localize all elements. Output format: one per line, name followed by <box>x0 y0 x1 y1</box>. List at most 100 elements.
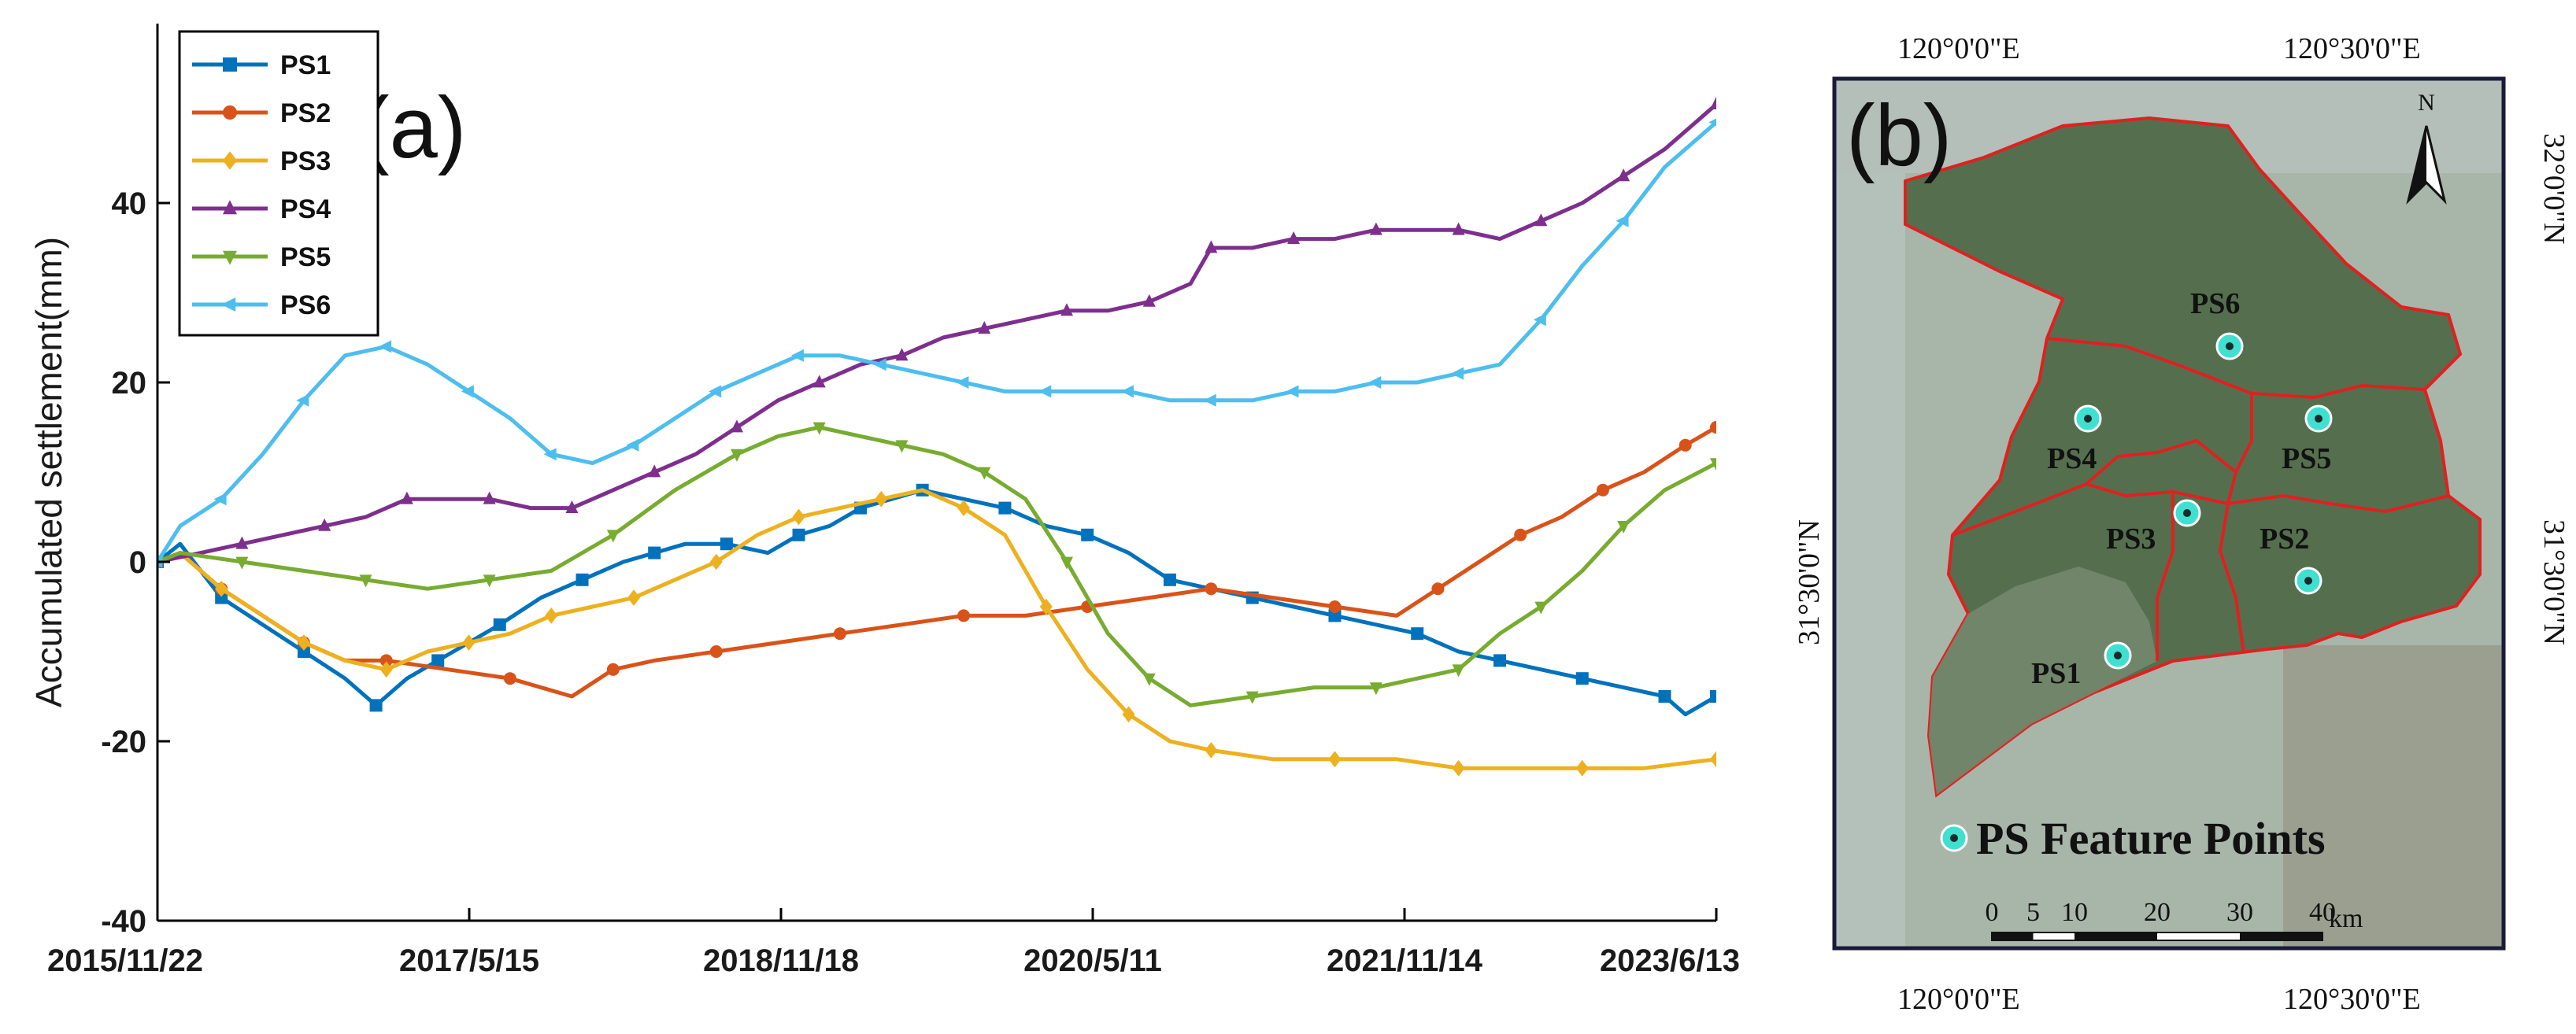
data-point <box>359 574 372 588</box>
data-point <box>957 609 971 622</box>
data-point <box>1710 751 1716 768</box>
data-point <box>709 645 723 658</box>
legend-marker <box>223 151 237 170</box>
series-ps2 <box>157 421 1716 699</box>
legend-item-ps6: PS6 <box>192 290 331 320</box>
data-point <box>493 618 506 631</box>
data-point <box>1287 231 1301 244</box>
data-point <box>1368 376 1382 389</box>
data-point <box>875 490 888 508</box>
data-point <box>1710 97 1716 109</box>
data-point <box>483 491 496 504</box>
data-point <box>1060 303 1073 316</box>
data-point <box>1245 691 1259 704</box>
legend-marker <box>223 105 237 120</box>
north-arrow: N <box>2406 90 2447 205</box>
legend-label: PS2 <box>280 98 331 128</box>
scale-tick-label: 40 <box>2309 898 2336 927</box>
data-point <box>431 654 445 667</box>
point-label: PS4 <box>2047 442 2097 475</box>
map-point-ps4: PS4 <box>2047 404 2102 475</box>
scale-tick-label: 10 <box>2061 898 2088 927</box>
scale-tick-label: 30 <box>2226 898 2253 927</box>
series-line <box>157 488 1716 770</box>
data-point <box>978 467 991 480</box>
data-point <box>1163 573 1176 586</box>
data-point <box>606 530 620 543</box>
data-point <box>1658 690 1671 703</box>
data-point <box>1205 240 1218 253</box>
ps-points: PS6 PS4 PS5 PS3 PS2 PS1 <box>2031 287 2333 690</box>
y-tick-label: 20 <box>112 366 147 401</box>
data-point <box>720 537 733 551</box>
data-point <box>1493 654 1506 667</box>
data-point <box>1533 313 1546 327</box>
data-point <box>895 440 909 453</box>
legend: PS1 PS2 PS3 PS4 PS5 PS6 <box>178 30 379 337</box>
point-label: PS5 <box>2282 442 2331 475</box>
data-point <box>235 536 249 549</box>
map-point-ps6: PS6 <box>2190 287 2244 360</box>
x-tick-label: 2023/6/13 <box>1600 944 1740 978</box>
data-point <box>1575 759 1589 777</box>
scale-tick-label: 20 <box>2144 898 2171 927</box>
data-point <box>1120 385 1134 398</box>
data-point <box>792 508 805 526</box>
coord-top-left: 120°0'0"E <box>1897 32 2020 65</box>
data-point <box>545 607 558 624</box>
data-point <box>627 589 640 606</box>
y-tick-label: -40 <box>101 904 146 939</box>
legend-label: PS4 <box>280 194 331 224</box>
series-ps4 <box>157 97 1716 567</box>
data-point <box>709 553 723 571</box>
data-point <box>1616 214 1629 227</box>
data-point <box>1596 483 1609 497</box>
data-point <box>1710 690 1716 703</box>
data-point <box>1617 521 1630 534</box>
coord-left-mid: 31°30'0"N <box>1793 519 1826 645</box>
data-point <box>978 321 991 334</box>
data-point <box>1534 213 1548 227</box>
series-layer <box>157 97 1716 777</box>
data-point <box>626 438 639 452</box>
data-point <box>730 449 743 462</box>
data-point <box>213 493 227 506</box>
data-point <box>1369 682 1382 696</box>
data-point <box>1678 438 1692 452</box>
legend-item-ps4: PS4 <box>192 194 331 224</box>
y-tick-label: 40 <box>112 186 147 221</box>
y-ticks: -40 -20 0 20 40 <box>101 186 170 939</box>
map-point-ps5: PS5 <box>2282 404 2333 475</box>
map-point-ps1: PS1 <box>2031 641 2132 690</box>
north-arrow-label: N <box>2418 90 2435 116</box>
data-point <box>1710 458 1716 471</box>
map-frame <box>1832 76 2506 951</box>
y-tick-label: -20 <box>101 725 146 759</box>
data-point <box>503 672 516 685</box>
data-point <box>792 528 805 541</box>
y-axis-label: Accumulated settlement(mm) <box>28 237 69 707</box>
data-point <box>833 627 846 641</box>
data-point <box>812 375 826 388</box>
data-point <box>462 634 476 651</box>
legend-label: PS1 <box>280 50 331 80</box>
series-line <box>157 102 1716 564</box>
data-point <box>543 448 557 461</box>
data-point <box>1060 556 1073 570</box>
legend-marker <box>223 57 237 72</box>
data-point <box>297 645 310 658</box>
data-point <box>730 419 743 433</box>
data-point <box>1142 294 1156 307</box>
data-point <box>297 634 310 651</box>
legend-box <box>178 30 379 337</box>
data-point <box>1142 673 1156 686</box>
data-point <box>1710 421 1716 434</box>
data-point <box>648 546 661 559</box>
data-point <box>812 422 826 435</box>
data-point <box>1081 528 1094 541</box>
legend-marker <box>223 250 237 265</box>
data-point <box>709 385 722 398</box>
data-point <box>1328 751 1342 768</box>
data-point <box>379 661 393 678</box>
data-point <box>1205 742 1218 759</box>
